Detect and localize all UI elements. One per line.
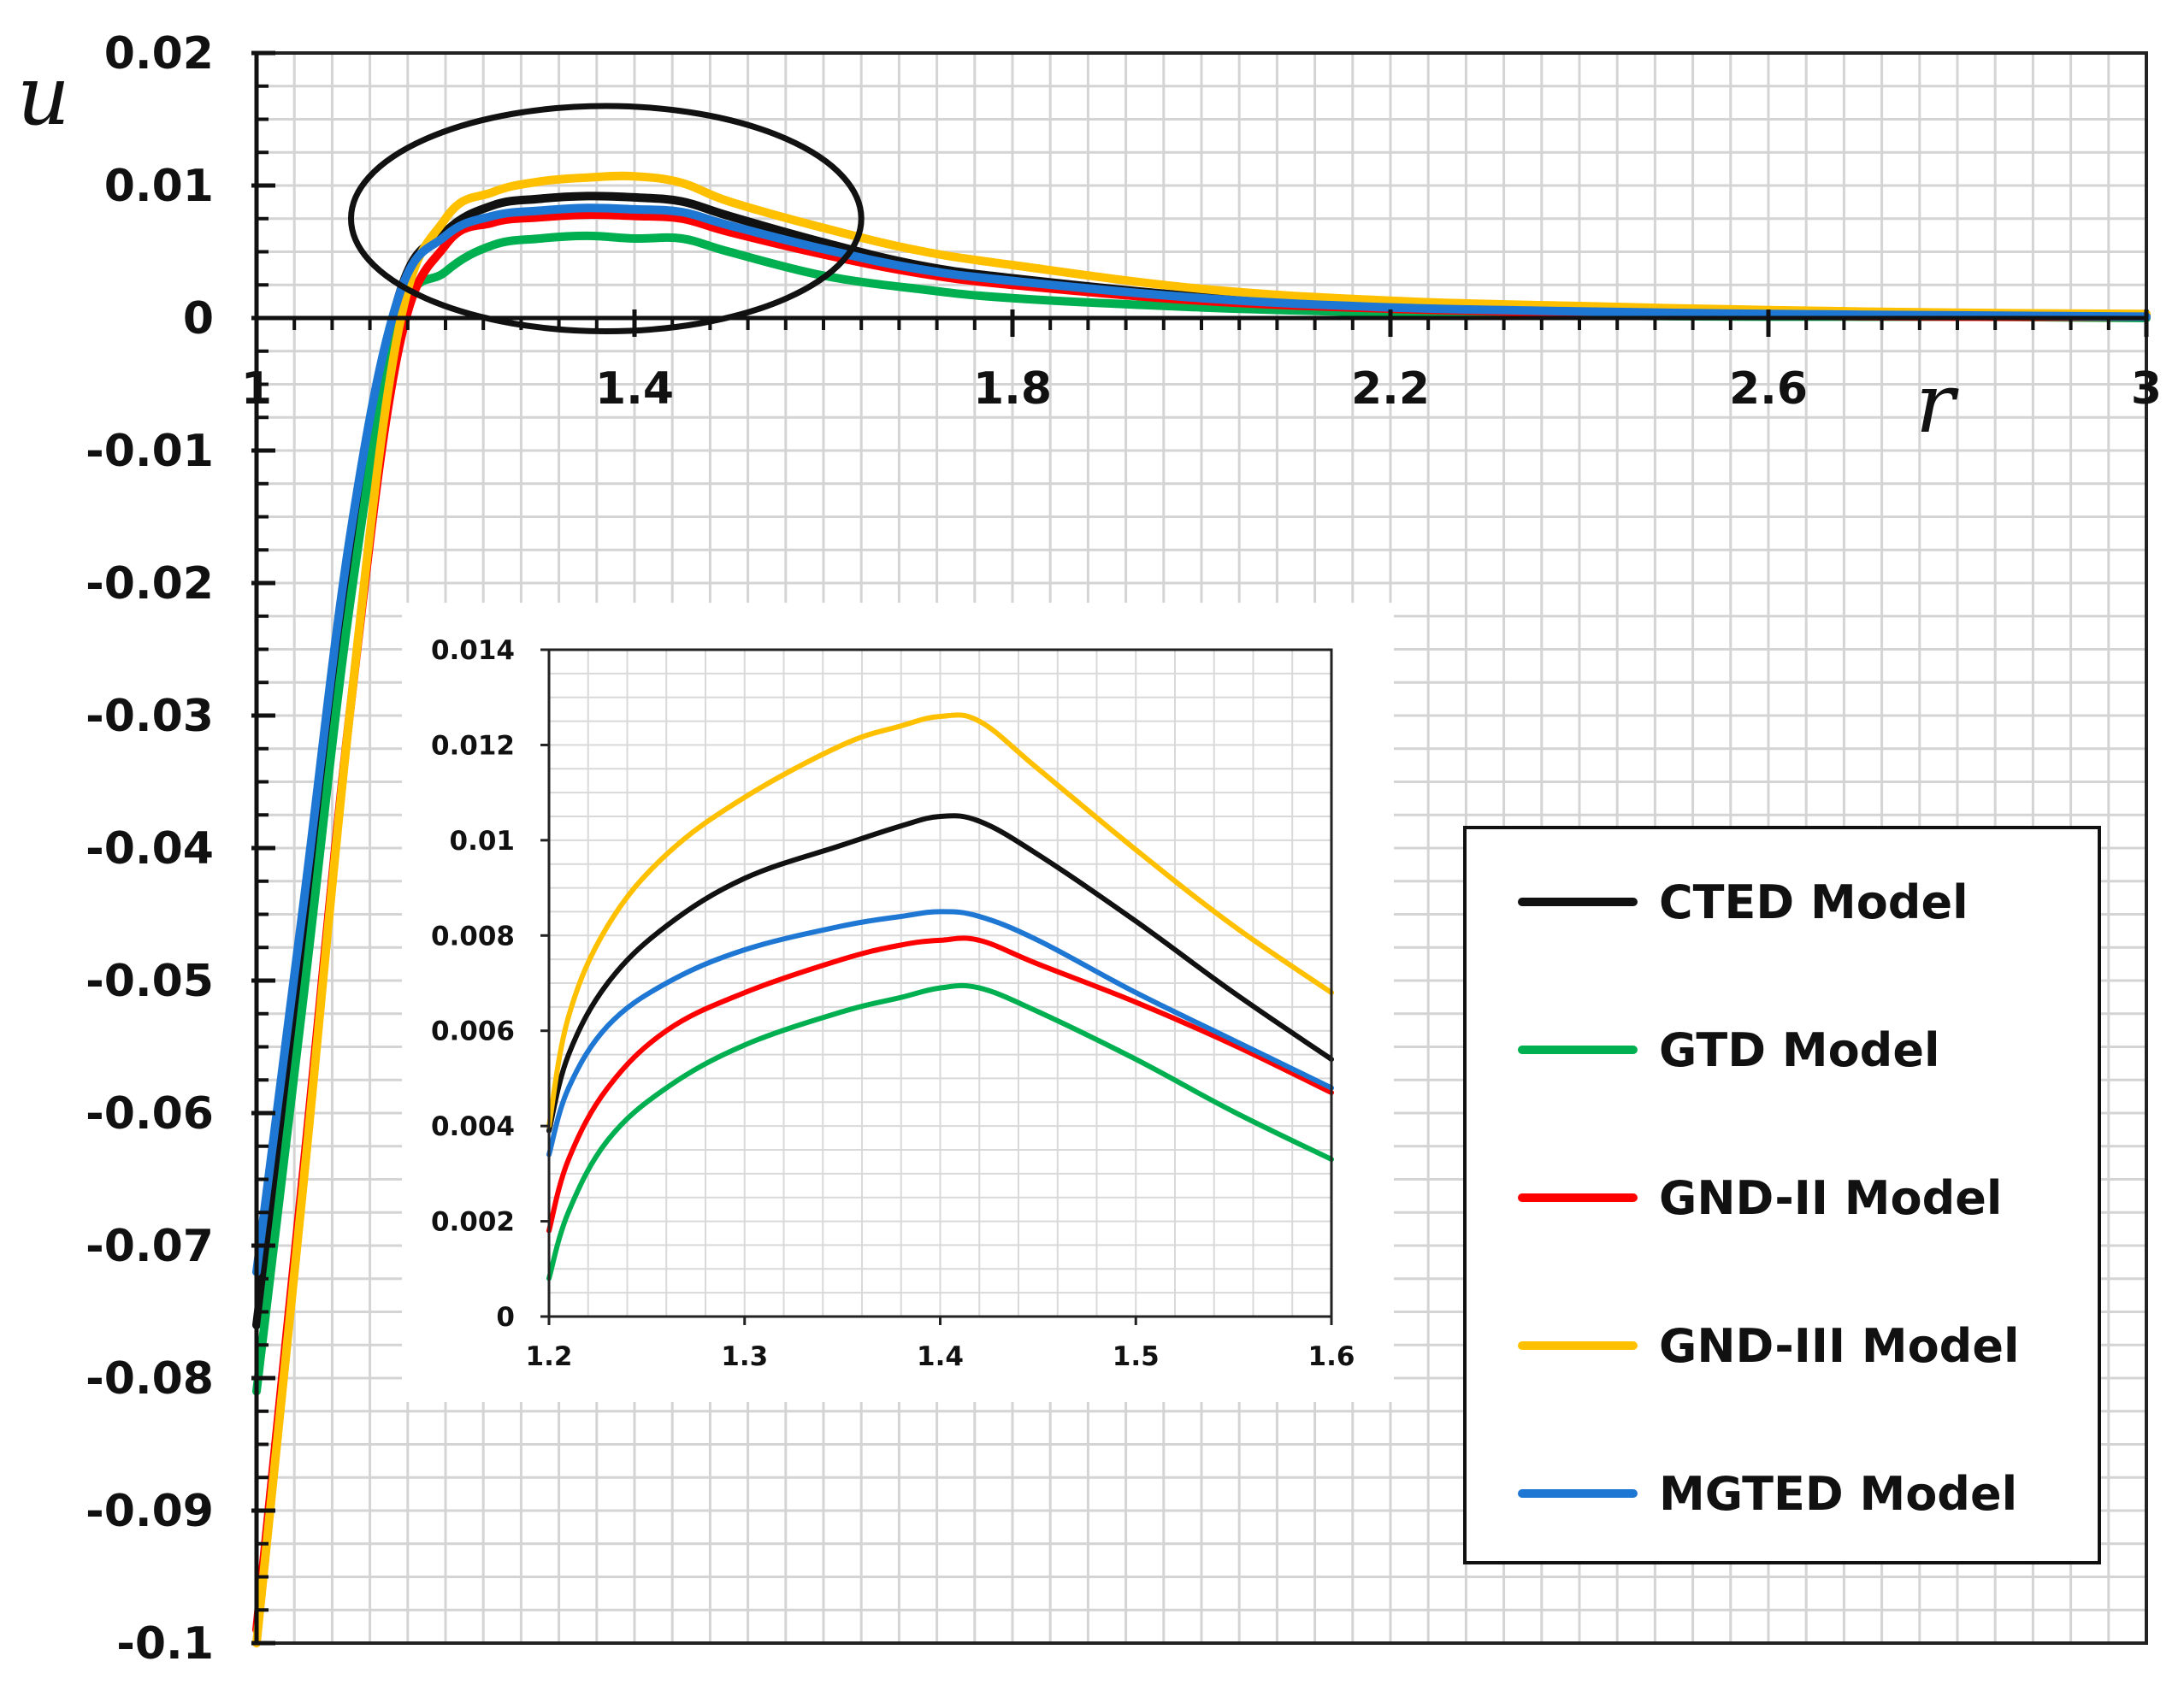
inset-y-tick-label: 0.002 bbox=[431, 1207, 515, 1238]
inset-x-tick-label: 1.2 bbox=[526, 1341, 573, 1372]
y-tick-label: -0.09 bbox=[86, 1486, 214, 1537]
y-tick-label: -0.02 bbox=[86, 558, 214, 610]
inset-y-tick-label: 0.006 bbox=[431, 1016, 515, 1047]
legend-label-cted-model: CTED Model bbox=[1659, 875, 1969, 929]
y-axis-label: u bbox=[17, 48, 70, 144]
inset-y-tick-label: 0.01 bbox=[450, 826, 516, 857]
legend-label-gtd-model: GTD Model bbox=[1659, 1023, 1939, 1077]
y-tick-label: 0.01 bbox=[104, 161, 214, 212]
y-tick-label: -0.08 bbox=[86, 1353, 214, 1405]
x-tick-label: 1.8 bbox=[973, 363, 1052, 415]
inset-x-tick-label: 1.3 bbox=[721, 1341, 768, 1372]
x-tick-label: 2.2 bbox=[1351, 363, 1430, 415]
inset-series-line-gnd-ii-model bbox=[546, 935, 1334, 1234]
legend-label-mgted-model: MGTED Model bbox=[1659, 1467, 2017, 1521]
legend-label-gnd-iii-model: GND-III Model bbox=[1659, 1319, 2019, 1373]
y-tick-label: -0.01 bbox=[86, 426, 214, 477]
y-tick-label: -0.07 bbox=[86, 1221, 214, 1272]
y-tick-label: -0.1 bbox=[116, 1618, 214, 1670]
x-tick-label: 2.6 bbox=[1729, 363, 1808, 415]
y-tick-label: -0.04 bbox=[86, 823, 214, 875]
peak-highlight bbox=[347, 103, 865, 334]
inset-y-tick-label: 0.008 bbox=[431, 921, 515, 951]
inset-x-tick-label: 1.4 bbox=[917, 1341, 964, 1372]
inset-series-line-gnd-iii-model bbox=[546, 712, 1334, 1129]
legend: CTED Model GTD Model GND-II Model GND-III M… bbox=[1463, 826, 2101, 1564]
inset-chart: 0 0.002 0.004 0.006 0.008 0.01 0.012 0.014 1.2 1.… bbox=[402, 603, 1394, 1402]
series-line-gnd-iii-model bbox=[252, 171, 2151, 1647]
series-line-mgted-model bbox=[252, 203, 2151, 1276]
main-axes: 0.02 0.01 0 -0.01 -0.02 -0.03 -0.04 -0.05 -0.06 -… bbox=[17, 28, 2162, 1670]
x-tick-label: 1 bbox=[241, 363, 272, 415]
x-tick-label: 1.4 bbox=[595, 363, 674, 415]
y-tick-label: 0 bbox=[183, 293, 214, 345]
x-tick-label: 3 bbox=[2131, 363, 2162, 415]
inset-series-line-gtd-model bbox=[546, 982, 1334, 1281]
inset-x-tick-label: 1.6 bbox=[1308, 1341, 1355, 1372]
y-tick-label: -0.03 bbox=[86, 691, 214, 742]
inset-series-line-mgted-model bbox=[546, 909, 1334, 1158]
inset-y-tick-label: 0.012 bbox=[431, 730, 515, 761]
y-tick-label: 0.02 bbox=[104, 28, 214, 80]
x-axis-label: r bbox=[1915, 356, 1959, 451]
legend-label-gnd-ii-model: GND-II Model bbox=[1659, 1171, 2002, 1225]
main-series bbox=[252, 171, 2151, 1647]
inset-series-line-cted-model bbox=[546, 813, 1334, 1134]
y-tick-label: -0.05 bbox=[86, 956, 214, 1007]
y-tick-label: -0.06 bbox=[86, 1088, 214, 1140]
inset-y-tick-label: 0 bbox=[496, 1302, 515, 1333]
inset-y-tick-label: 0.014 bbox=[431, 635, 515, 666]
inset-y-tick-label: 0.004 bbox=[431, 1111, 515, 1142]
peak-highlight-ellipse bbox=[347, 103, 865, 334]
inset-x-tick-label: 1.5 bbox=[1113, 1341, 1160, 1372]
